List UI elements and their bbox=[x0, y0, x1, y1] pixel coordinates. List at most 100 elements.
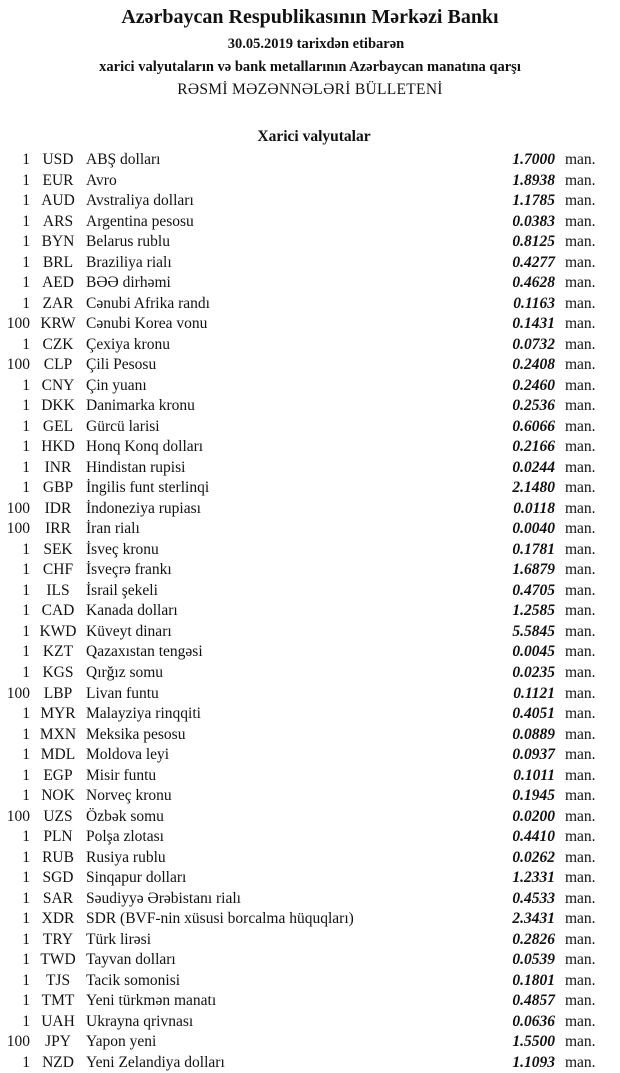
rate-row: 1 NOK Norveç kronu 0.1945 man. bbox=[0, 786, 620, 806]
unit-count: 100 bbox=[6, 684, 30, 702]
currency-unit: man. bbox=[565, 479, 596, 497]
currency-unit: man. bbox=[565, 192, 596, 210]
currency-code: HKD bbox=[41, 438, 75, 456]
rate-row: 100 UZS Özbək somu 0.0200 man. bbox=[0, 807, 620, 827]
currency-code: MYR bbox=[40, 705, 76, 723]
currency-unit: man. bbox=[565, 274, 596, 292]
currency-unit: man. bbox=[565, 1033, 596, 1051]
exchange-rate: 0.6066 bbox=[512, 417, 555, 435]
rate-row: 1 SEK İsveç kronu 0.1781 man. bbox=[0, 540, 620, 560]
currency-unit: man. bbox=[565, 294, 596, 312]
currency-name: Ukrayna qrivnası bbox=[86, 1012, 194, 1030]
exchange-rate: 1.2331 bbox=[512, 869, 555, 887]
unit-count: 1 bbox=[22, 376, 30, 394]
unit-count: 1 bbox=[22, 397, 30, 415]
rate-row: 1 BYN Belarus rublu 0.8125 man. bbox=[0, 232, 620, 252]
exchange-rate: 1.2585 bbox=[512, 602, 555, 620]
rate-row: 1 DKK Danimarka kronu 0.2536 man. bbox=[0, 396, 620, 416]
exchange-rate: 0.1781 bbox=[512, 540, 555, 558]
currency-code: SAR bbox=[42, 889, 74, 907]
unit-count: 1 bbox=[22, 212, 30, 230]
currency-code: CLP bbox=[43, 356, 73, 374]
exchange-rate: 0.1945 bbox=[512, 787, 555, 805]
currency-unit: man. bbox=[565, 233, 596, 251]
unit-count: 1 bbox=[22, 643, 30, 661]
currency-name: Norveç kronu bbox=[86, 787, 172, 805]
unit-count: 1 bbox=[22, 233, 30, 251]
currency-unit: man. bbox=[565, 889, 596, 907]
rate-row: 1 KZT Qazaxıstan tengəsi 0.0045 man. bbox=[0, 642, 620, 662]
currency-code: SGD bbox=[42, 869, 74, 887]
unit-count: 100 bbox=[6, 356, 30, 374]
currency-name: Livan funtu bbox=[86, 684, 159, 702]
currency-code: KGS bbox=[42, 664, 74, 681]
currency-unit: man. bbox=[565, 787, 596, 805]
currency-unit: man. bbox=[565, 253, 596, 271]
currency-code: EGP bbox=[43, 766, 73, 784]
exchange-rate: 0.0539 bbox=[512, 951, 555, 969]
currency-code: KZT bbox=[42, 643, 74, 661]
currency-name: Çin yuanı bbox=[86, 376, 147, 394]
currency-unit: man. bbox=[565, 315, 596, 333]
unit-count: 1 bbox=[22, 869, 30, 887]
currency-name: İndoneziya rupiası bbox=[86, 499, 201, 517]
currency-code: TWD bbox=[40, 951, 76, 969]
unit-count: 1 bbox=[22, 581, 30, 599]
currency-unit: man. bbox=[565, 151, 596, 168]
currency-unit: man. bbox=[565, 171, 596, 189]
rate-row: 1 TMT Yeni türkmən manatı 0.4857 man. bbox=[0, 991, 620, 1011]
currency-name: Avro bbox=[86, 171, 117, 189]
rate-row: 1 RUB Rusiya rublu 0.0262 man. bbox=[0, 848, 620, 868]
currency-code: CZK bbox=[42, 335, 74, 353]
rate-row: 100 KRW Cənubi Korea vonu 0.1431 man. bbox=[0, 314, 620, 334]
currency-code: ILS bbox=[46, 581, 70, 599]
unit-count: 100 bbox=[6, 315, 30, 333]
exchange-rate: 5.5845 bbox=[512, 622, 555, 640]
exchange-rate: 0.0235 bbox=[512, 664, 555, 681]
currency-unit: man. bbox=[565, 1012, 596, 1030]
currency-name: Tayvan dolları bbox=[86, 951, 176, 969]
unit-count: 1 bbox=[22, 992, 30, 1010]
currency-name: Türk lirəsi bbox=[86, 930, 151, 948]
currency-name: Danimarka kronu bbox=[86, 397, 195, 415]
unit-count: 1 bbox=[22, 335, 30, 353]
rate-row: 1 UAH Ukrayna qrivnası 0.0636 man. bbox=[0, 1012, 620, 1032]
currency-code: LBP bbox=[43, 684, 73, 702]
unit-count: 1 bbox=[22, 930, 30, 948]
currency-code: IRR bbox=[45, 520, 71, 538]
exchange-rate: 1.8938 bbox=[512, 171, 555, 189]
unit-count: 1 bbox=[22, 192, 30, 210]
currency-name: Kanada dolları bbox=[86, 602, 178, 620]
currency-name: İsveç kronu bbox=[86, 540, 159, 558]
currency-name: Argentina pesosu bbox=[86, 212, 194, 230]
exchange-rate: 1.1093 bbox=[512, 1053, 555, 1071]
currency-code: TMT bbox=[41, 992, 75, 1010]
rate-row: 1 GBP İngilis funt sterlinqi 2.1480 man. bbox=[0, 478, 620, 498]
currency-name: Rusiya rublu bbox=[86, 848, 166, 866]
rate-row: 1 CNY Çin yuanı 0.2460 man. bbox=[0, 376, 620, 396]
rate-row: 1 CZK Çexiya kronu 0.0732 man. bbox=[0, 335, 620, 355]
exchange-rate: 2.3431 bbox=[512, 910, 555, 928]
rate-row: 1 HKD Honq Konq dolları 0.2166 man. bbox=[0, 437, 620, 457]
currency-name: Belarus rublu bbox=[86, 233, 170, 251]
currency-name: Yapon yeni bbox=[86, 1033, 157, 1051]
currency-name: Malayziya rinqqiti bbox=[86, 705, 201, 723]
currency-name: Cənubi Korea vonu bbox=[86, 315, 208, 333]
currency-name: Çili Pesosu bbox=[86, 356, 157, 374]
unit-count: 1 bbox=[22, 766, 30, 784]
currency-unit: man. bbox=[565, 499, 596, 517]
currency-unit: man. bbox=[565, 520, 596, 538]
currency-code: TJS bbox=[45, 971, 71, 989]
exchange-rate: 0.0244 bbox=[512, 458, 555, 476]
exchange-rate: 0.0732 bbox=[512, 335, 555, 353]
currency-name: Yeni Zelandiya dolları bbox=[86, 1053, 225, 1071]
unit-count: 1 bbox=[22, 294, 30, 312]
rate-row: 1 BRL Braziliya rialı 0.4277 man. bbox=[0, 253, 620, 273]
currency-name: Cənubi Afrika randı bbox=[86, 294, 210, 312]
rate-row: 1 AUD Avstraliya dolları 1.1785 man. bbox=[0, 191, 620, 211]
unit-count: 100 bbox=[6, 499, 30, 517]
currency-code: IDR bbox=[44, 499, 72, 517]
bulletin-subtitle: xarici valyutaların və bank metallarının… bbox=[99, 59, 521, 75]
unit-count: 1 bbox=[22, 787, 30, 805]
exchange-rate: 0.4410 bbox=[512, 828, 555, 846]
